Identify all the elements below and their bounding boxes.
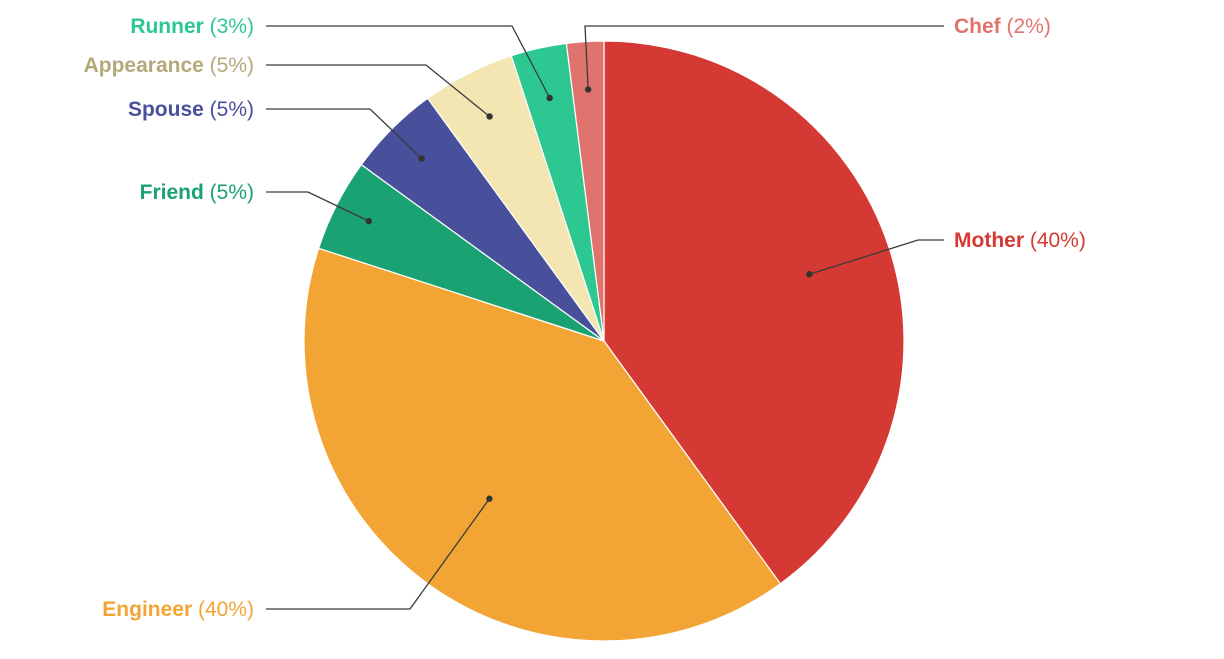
slice-label-friend: Friend (5%): [140, 181, 254, 204]
slice-label-name-engineer: Engineer: [102, 598, 192, 621]
pie-slices: [303, 40, 905, 642]
leader-line-mother: [809, 239, 944, 275]
slice-label-value-runner: (3%): [204, 15, 254, 38]
label-leaders: [266, 25, 944, 610]
leader-dot-mother: [806, 271, 813, 278]
pie-slice-mother: [603, 40, 905, 585]
slice-label-value-engineer: (40%): [192, 598, 254, 621]
slice-label-engineer: Engineer (40%): [102, 598, 254, 621]
slice-label-value-mother: (40%): [1024, 229, 1086, 252]
leader-line-friend: [266, 191, 370, 222]
slice-label-name-spouse: Spouse: [128, 98, 204, 121]
leader-dot-runner: [546, 94, 553, 102]
slice-label-value-friend: (5%): [204, 181, 254, 204]
leader-dot-appearance: [486, 113, 493, 120]
leader-line-chef: [584, 25, 944, 90]
slice-label-value-chef: (2%): [1001, 15, 1051, 38]
slice-labels: Mother (40%)Engineer (40%)Friend (5%)Spo…: [84, 15, 1086, 621]
leader-line-appearance: [266, 64, 491, 117]
leader-dot-engineer: [486, 495, 493, 502]
slice-label-value-spouse: (5%): [204, 98, 254, 121]
slice-label-name-mother: Mother: [954, 229, 1024, 252]
leader-dot-friend: [365, 217, 372, 225]
slice-label-runner: Runner (3%): [130, 15, 254, 38]
slice-label-spouse: Spouse (5%): [128, 98, 254, 121]
slice-label-value-appearance: (5%): [204, 54, 254, 77]
slice-label-name-runner: Runner: [130, 15, 204, 38]
slice-label-name-appearance: Appearance: [84, 54, 204, 77]
slice-label-appearance: Appearance (5%): [84, 54, 254, 77]
leader-line-spouse: [266, 108, 423, 160]
slice-label-name-friend: Friend: [140, 181, 204, 204]
slice-label-name-chef: Chef: [954, 15, 1002, 38]
leader-dot-spouse: [418, 155, 425, 162]
leader-dot-chef: [584, 86, 592, 93]
slice-label-mother: Mother (40%): [954, 229, 1086, 252]
slice-label-chef: Chef (2%): [954, 15, 1051, 38]
leader-line-engineer: [266, 498, 490, 610]
leader-line-runner: [266, 25, 551, 99]
